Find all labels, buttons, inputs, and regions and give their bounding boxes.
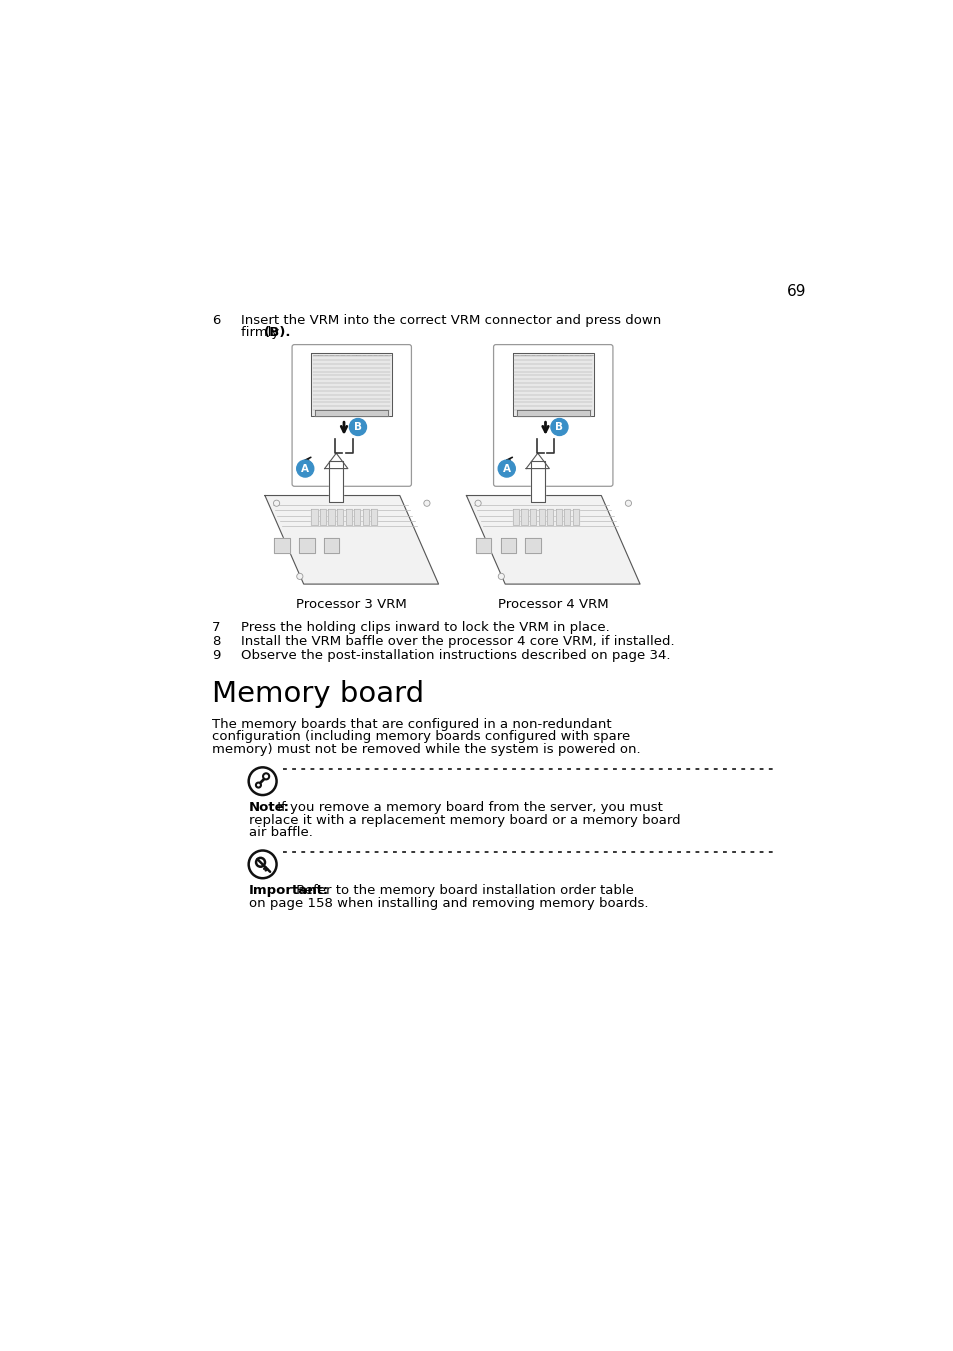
Circle shape [263, 773, 269, 780]
Text: 69: 69 [786, 284, 806, 299]
Polygon shape [265, 496, 438, 584]
Text: on page 158 when installing and removing memory boards.: on page 158 when installing and removing… [249, 897, 647, 909]
Polygon shape [336, 509, 343, 524]
Text: 7: 7 [212, 621, 220, 634]
Polygon shape [319, 509, 326, 524]
Polygon shape [517, 411, 589, 416]
Polygon shape [513, 509, 518, 524]
Text: (B).: (B). [264, 326, 292, 339]
Text: A: A [301, 463, 309, 474]
Polygon shape [311, 353, 392, 416]
Text: configuration (including memory boards configured with spare: configuration (including memory boards c… [212, 731, 630, 743]
Text: Insert the VRM into the correct VRM connector and press down: Insert the VRM into the correct VRM conn… [241, 313, 660, 327]
Text: air baffle.: air baffle. [249, 825, 313, 839]
Polygon shape [563, 509, 570, 524]
Text: Press the holding clips inward to lock the VRM in place.: Press the holding clips inward to lock t… [241, 621, 609, 634]
Text: Processor 3 VRM: Processor 3 VRM [296, 598, 407, 611]
Text: B: B [354, 422, 361, 432]
Text: Note:: Note: [249, 801, 290, 815]
Polygon shape [311, 509, 317, 524]
Text: B: B [555, 422, 563, 432]
Polygon shape [530, 509, 536, 524]
FancyBboxPatch shape [493, 345, 612, 486]
Circle shape [255, 782, 261, 788]
Text: Processor 4 VRM: Processor 4 VRM [497, 598, 608, 611]
Polygon shape [328, 509, 335, 524]
Polygon shape [354, 509, 360, 524]
Polygon shape [513, 353, 593, 416]
Circle shape [497, 461, 515, 477]
Circle shape [274, 500, 279, 507]
Text: memory) must not be removed while the system is powered on.: memory) must not be removed while the sy… [212, 743, 640, 755]
Circle shape [296, 573, 303, 580]
Polygon shape [315, 411, 388, 416]
Circle shape [624, 500, 631, 507]
Polygon shape [537, 509, 544, 524]
Polygon shape [572, 509, 578, 524]
Polygon shape [362, 509, 369, 524]
Polygon shape [323, 538, 339, 554]
Text: The memory boards that are configured in a non-redundant: The memory boards that are configured in… [212, 719, 611, 731]
Polygon shape [329, 461, 343, 501]
Text: Important:: Important: [249, 885, 329, 897]
Polygon shape [466, 496, 639, 584]
Polygon shape [555, 509, 561, 524]
Text: Memory board: Memory board [212, 680, 424, 708]
Circle shape [255, 858, 265, 867]
Circle shape [249, 767, 276, 794]
Circle shape [550, 419, 567, 435]
Polygon shape [324, 453, 348, 469]
Circle shape [475, 500, 480, 507]
Text: 6: 6 [212, 313, 220, 327]
Circle shape [497, 573, 504, 580]
Polygon shape [298, 538, 314, 554]
Polygon shape [530, 461, 544, 501]
Text: 8: 8 [212, 635, 220, 648]
Text: replace it with a replacement memory board or a memory board: replace it with a replacement memory boa… [249, 813, 679, 827]
Circle shape [349, 419, 366, 435]
Circle shape [296, 461, 314, 477]
Polygon shape [476, 538, 491, 554]
Text: A: A [502, 463, 510, 474]
FancyBboxPatch shape [292, 345, 411, 486]
Text: Refer to the memory board installation order table: Refer to the memory board installation o… [292, 885, 634, 897]
Circle shape [249, 851, 276, 878]
Polygon shape [500, 538, 516, 554]
Text: 9: 9 [212, 648, 220, 662]
Circle shape [423, 500, 430, 507]
Polygon shape [521, 509, 527, 524]
Polygon shape [345, 509, 352, 524]
Polygon shape [525, 453, 549, 469]
Polygon shape [546, 509, 553, 524]
Text: Observe the post-installation instructions described on page 34.: Observe the post-installation instructio… [241, 648, 670, 662]
Polygon shape [525, 538, 540, 554]
Text: firmly: firmly [241, 326, 283, 339]
Text: If you remove a memory board from the server, you must: If you remove a memory board from the se… [274, 801, 662, 815]
Text: Install the VRM baffle over the processor 4 core VRM, if installed.: Install the VRM baffle over the processo… [241, 635, 674, 648]
Polygon shape [274, 538, 290, 554]
Polygon shape [371, 509, 377, 524]
